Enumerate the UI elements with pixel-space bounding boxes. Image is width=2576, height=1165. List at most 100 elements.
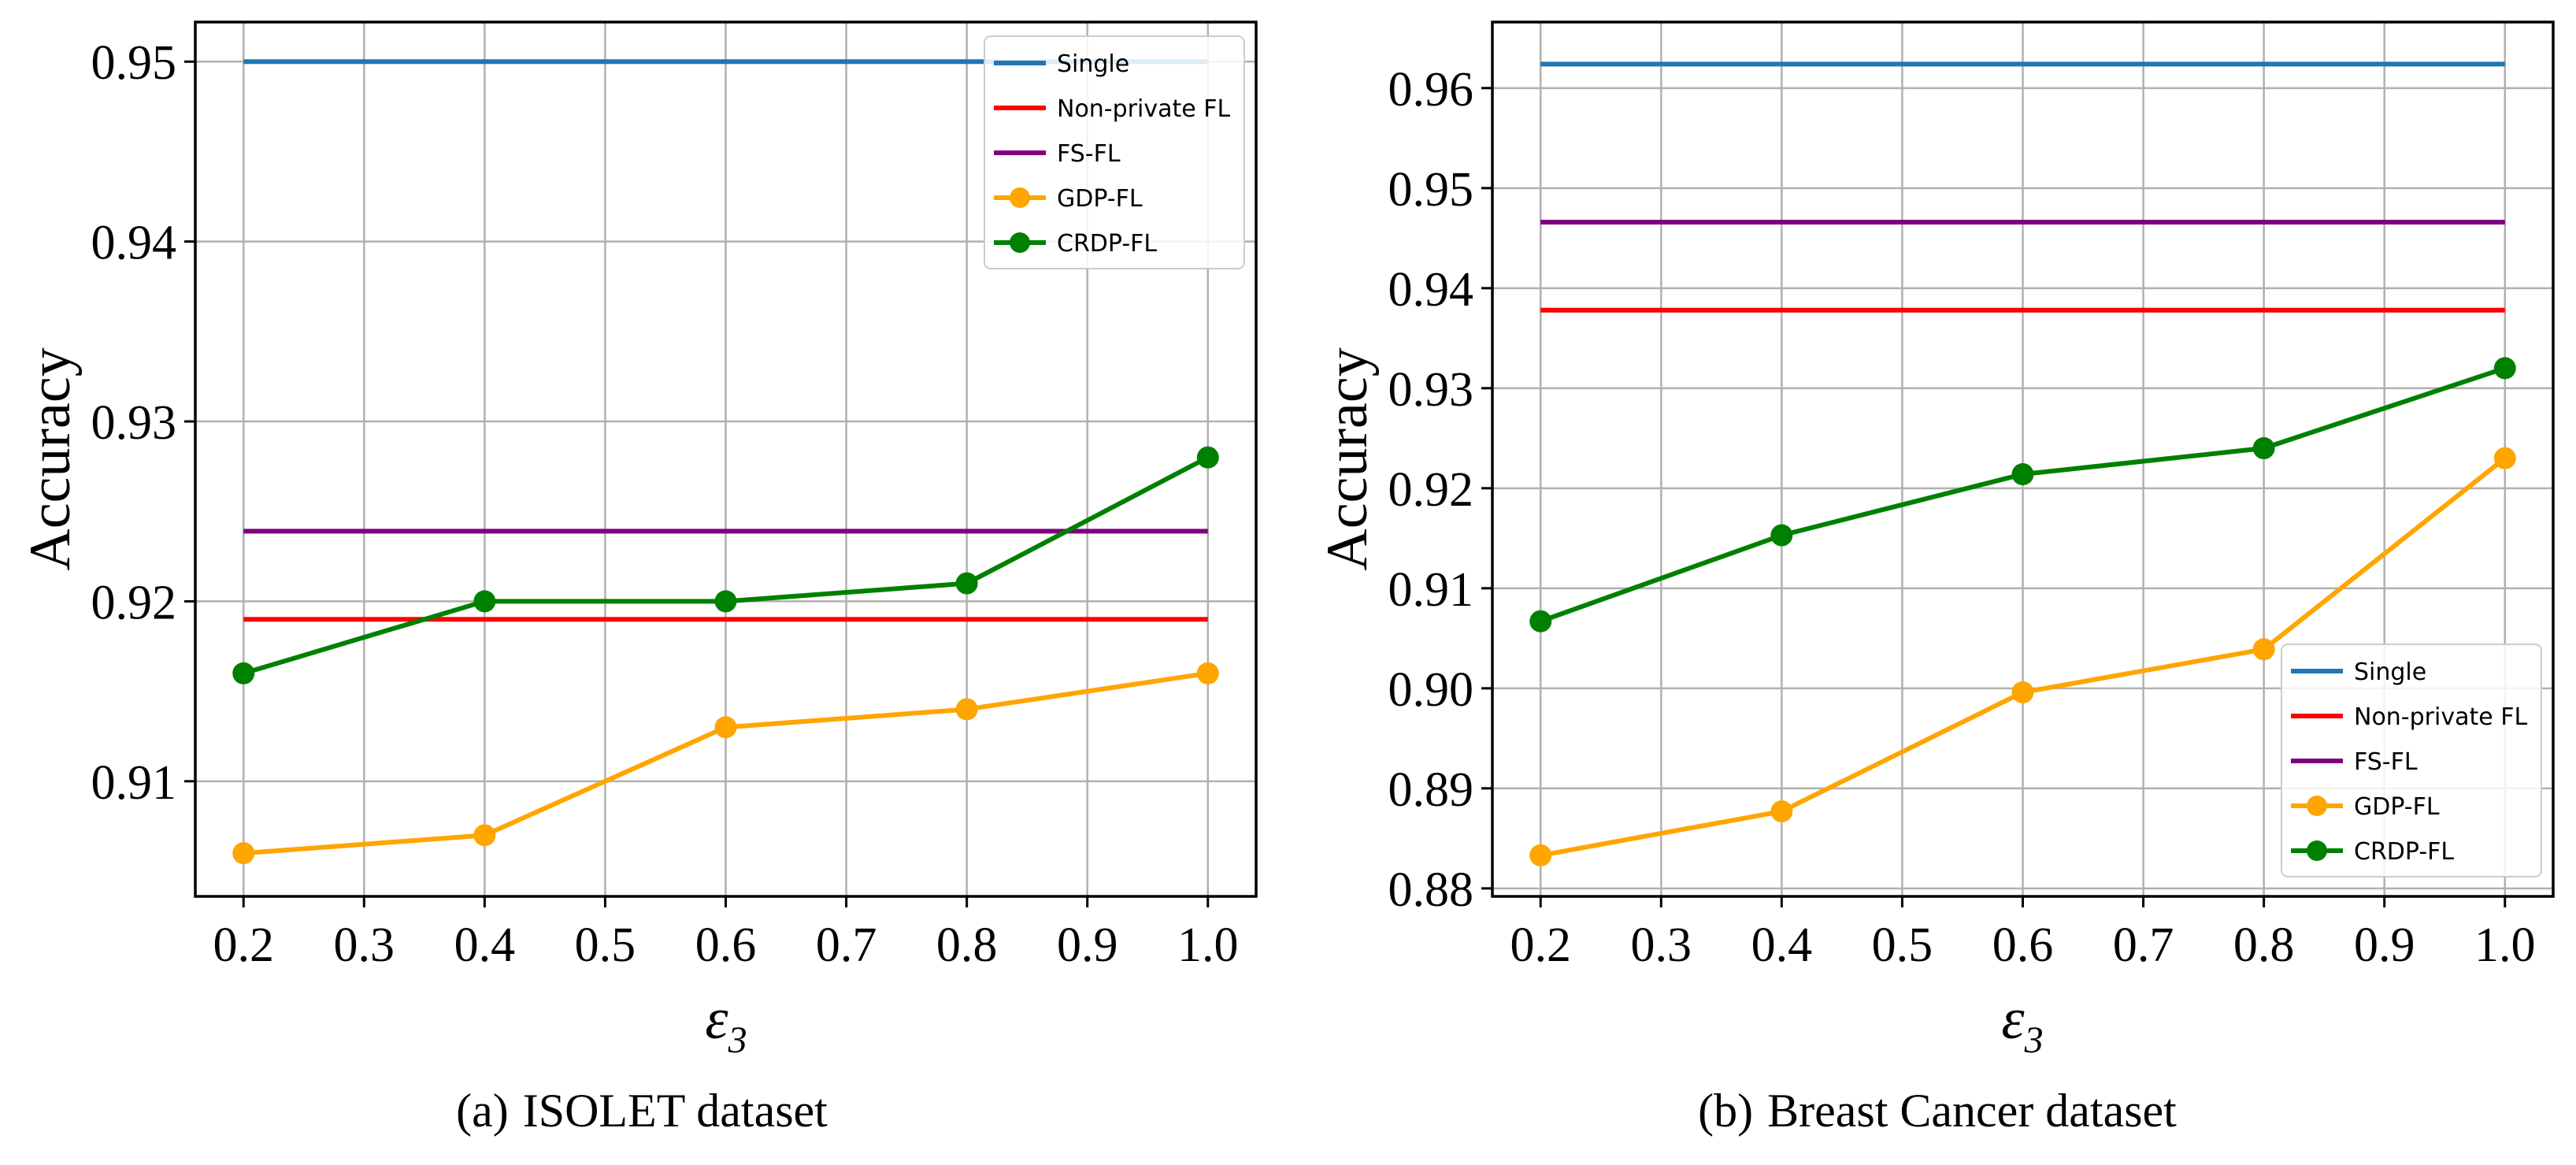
subfigure-caption: (b) Breast Cancer dataset [1698, 1085, 2177, 1137]
caption-tag: (a) [456, 1085, 509, 1137]
data-point [2252, 437, 2275, 460]
y-tick-label: 0.95 [91, 36, 177, 90]
y-axis-label: Accuracy [1315, 347, 1380, 570]
legend-item: Single [2291, 659, 2426, 686]
legend-label: CRDP-FL [2354, 838, 2454, 866]
x-axis-symbol: ε [2001, 987, 2025, 1052]
y-tick-label: 0.95 [1388, 163, 1474, 217]
caption-tag: (b) [1698, 1085, 1753, 1137]
y-tick-label: 0.90 [1388, 663, 1474, 717]
x-tick-label: 0.8 [2233, 918, 2295, 972]
x-tick-label: 0.7 [816, 918, 877, 972]
y-tick-label: 0.91 [91, 756, 177, 810]
legend-marker [2307, 840, 2327, 861]
legend-label: GDP-FL [1057, 185, 1143, 213]
legend-item: Non-private FL [2291, 703, 2527, 731]
panel-a-isolet: 0.2 0.3 0.4 0.5 0.6 0.7 0.8 0.9 1.0 0.91 0.92 0.93 0… [18, 20, 1258, 1137]
legend-item: FS-FL [994, 140, 1121, 168]
x-tick-label: 0.7 [2113, 918, 2174, 972]
subfigure-caption: (a) ISOLET dataset [456, 1085, 828, 1137]
data-point [955, 572, 978, 595]
data-point [955, 698, 978, 721]
x-tick-label: 0.2 [213, 918, 274, 972]
x-tick-label: 0.3 [334, 918, 395, 972]
series-crdp-fl [232, 446, 1219, 685]
axes-frame [1491, 20, 2555, 898]
legend-box [984, 35, 1245, 269]
legend-item: CRDP-FL [994, 230, 1157, 258]
data-point [2011, 463, 2034, 486]
data-point [232, 662, 255, 685]
data-point [473, 590, 496, 613]
y-tick-label: 0.93 [91, 396, 177, 450]
x-tick-label: 0.4 [1751, 918, 1813, 972]
x-tick-label: 0.8 [936, 918, 998, 972]
data-point [1770, 524, 1793, 547]
y-tick-label: 0.89 [1388, 763, 1474, 817]
x-tick-label: 0.9 [1057, 918, 1118, 972]
x-tick-label: 0.5 [1872, 918, 1933, 972]
panel-b-breast-cancer: 0.2 0.3 0.4 0.5 0.6 0.7 0.8 0.9 1.0 0.88 0.89 0.90 0… [1315, 20, 2555, 1137]
x-tick-label: 0.4 [454, 918, 516, 972]
data-point [1529, 844, 1552, 866]
legend-label: FS-FL [1057, 140, 1121, 168]
series-crdp-fl [1529, 357, 2516, 633]
x-axis-label: ε3 [2001, 987, 2043, 1061]
data-point [232, 842, 255, 865]
caption-text: ISOLET dataset [523, 1085, 828, 1137]
y-tick-label: 0.88 [1388, 863, 1474, 917]
x-axis-label: ε3 [705, 987, 747, 1061]
axes-frame [194, 20, 1258, 898]
x-tick-label: 0.2 [1510, 918, 1571, 972]
legend-item: Non-private FL [994, 95, 1230, 123]
legend: Single Non-private FL FS-FL GDP-FL CRDP-FL [2281, 644, 2542, 877]
legend-label: Single [2354, 659, 2426, 686]
data-point [714, 716, 737, 739]
y-axis-label: Accuracy [18, 347, 83, 570]
data-point [473, 824, 496, 847]
legend-label: Non-private FL [2354, 703, 2527, 731]
data-point [2493, 447, 2516, 469]
legend-label: CRDP-FL [1057, 230, 1157, 258]
legend-item: Single [994, 50, 1129, 78]
data-point [1196, 446, 1219, 469]
legend-label: GDP-FL [2354, 793, 2440, 821]
y-tick-label: 0.94 [91, 217, 177, 270]
x-tick-label: 1.0 [2474, 918, 2536, 972]
legend-marker [2307, 796, 2327, 816]
y-tick-label: 0.94 [1388, 263, 1474, 317]
data-point [2011, 681, 2034, 703]
x-tick-label: 1.0 [1177, 918, 1239, 972]
legend-item: GDP-FL [2291, 793, 2440, 821]
data-point [2252, 638, 2275, 661]
legend-marker [1010, 187, 1030, 208]
x-tick-label: 0.3 [1631, 918, 1692, 972]
x-axis-symbol: ε [705, 987, 728, 1052]
data-point [1770, 800, 1793, 823]
y-tick-label: 0.92 [1388, 463, 1474, 517]
data-point [714, 590, 737, 613]
legend-label: Single [1057, 50, 1129, 78]
x-tick-label: 0.6 [695, 918, 757, 972]
legend-item: GDP-FL [994, 185, 1143, 213]
legend-box [2281, 644, 2542, 877]
data-point [1529, 610, 1552, 633]
legend-item: CRDP-FL [2291, 838, 2454, 866]
x-tick-label: 0.9 [2354, 918, 2415, 972]
legend-label: FS-FL [2354, 748, 2418, 776]
y-tick-label: 0.92 [91, 576, 177, 629]
x-tick-label: 0.5 [575, 918, 636, 972]
legend: Single Non-private FL FS-FL GDP-FL CRDP-FL [984, 35, 1245, 269]
legend-marker [1010, 232, 1030, 253]
y-tick-label: 0.91 [1388, 563, 1474, 617]
series-gdp-fl [232, 662, 1219, 865]
x-axis-subscript: 3 [728, 1019, 747, 1061]
x-tick-label: 0.6 [1992, 918, 2054, 972]
y-tick-label: 0.96 [1388, 63, 1474, 117]
caption-text: Breast Cancer dataset [1767, 1085, 2177, 1137]
x-axis-subscript: 3 [2024, 1019, 2044, 1061]
legend-item: FS-FL [2291, 748, 2418, 776]
data-point [2493, 357, 2516, 380]
data-point [1196, 662, 1219, 685]
